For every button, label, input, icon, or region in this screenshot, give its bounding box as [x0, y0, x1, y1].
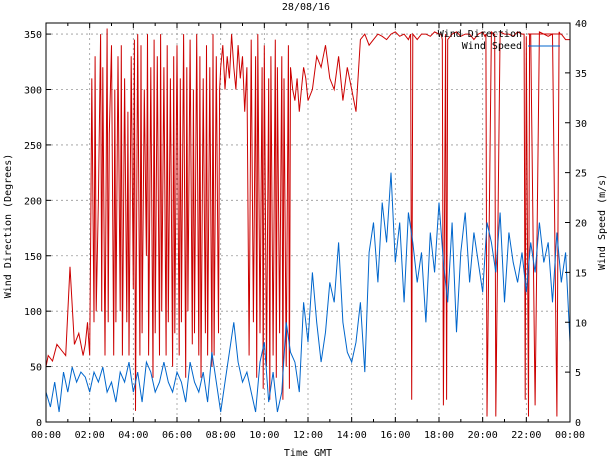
x-tick-label: 20:00: [468, 430, 498, 441]
wind-speed-line: [45, 172, 571, 413]
series-layer: [45, 28, 571, 417]
x-tick-label: 06:00: [162, 430, 192, 441]
right-tick-label: 5: [575, 368, 581, 379]
right-tick-label: 20: [575, 219, 587, 230]
x-tick-label: 18:00: [424, 430, 454, 441]
x-tick-label: 10:00: [249, 430, 279, 441]
right-tick-label: 35: [575, 69, 587, 80]
legend: Wind Direction Wind Speed: [438, 29, 560, 52]
right-tick-label: 0: [575, 418, 581, 429]
right-axis-label: Wind Speed (m/s): [597, 174, 608, 270]
legend-label-speed: Wind Speed: [462, 41, 522, 52]
right-tick-label: 15: [575, 268, 587, 279]
x-tick-label: 00:00: [31, 430, 61, 441]
x-tick-label: 08:00: [206, 430, 236, 441]
left-tick-label: 200: [24, 196, 42, 207]
x-tick-label: 22:00: [511, 430, 541, 441]
right-tick-label: 30: [575, 119, 587, 130]
left-tick-label: 50: [30, 363, 42, 374]
right-tick-label: 40: [575, 19, 587, 30]
left-axis-ticks: 0 50 100 150 200 250 300 350: [24, 30, 51, 429]
left-tick-label: 0: [36, 418, 42, 429]
right-axis-ticks: 0 5 10 15 20 25 30 35 40: [565, 19, 587, 429]
left-tick-label: 250: [24, 141, 42, 152]
chart-title: 28/08/16: [282, 2, 330, 13]
right-tick-label: 25: [575, 169, 587, 180]
x-tick-label: 14:00: [337, 430, 367, 441]
x-tick-label: 16:00: [380, 430, 410, 441]
right-tick-label: 10: [575, 318, 587, 329]
left-tick-label: 300: [24, 86, 42, 97]
x-tick-label: 04:00: [118, 430, 148, 441]
left-tick-label: 100: [24, 307, 42, 318]
x-axis-ticks: 00:00 02:00 04:00 06:00 08:00 10:00 12:00 14:00…: [31, 23, 585, 441]
left-tick-label: 150: [24, 252, 42, 263]
legend-label-direction: Wind Direction: [438, 29, 522, 40]
x-tick-label: 12:00: [293, 430, 323, 441]
left-axis-label: Wind Direction (Degrees): [3, 154, 14, 299]
x-axis-label: Time GMT: [284, 448, 332, 459]
left-tick-label: 350: [24, 30, 42, 41]
x-tick-label: 02:00: [75, 430, 105, 441]
wind-direction-line: [45, 28, 570, 417]
x-tick-label: 00:00: [555, 430, 585, 441]
